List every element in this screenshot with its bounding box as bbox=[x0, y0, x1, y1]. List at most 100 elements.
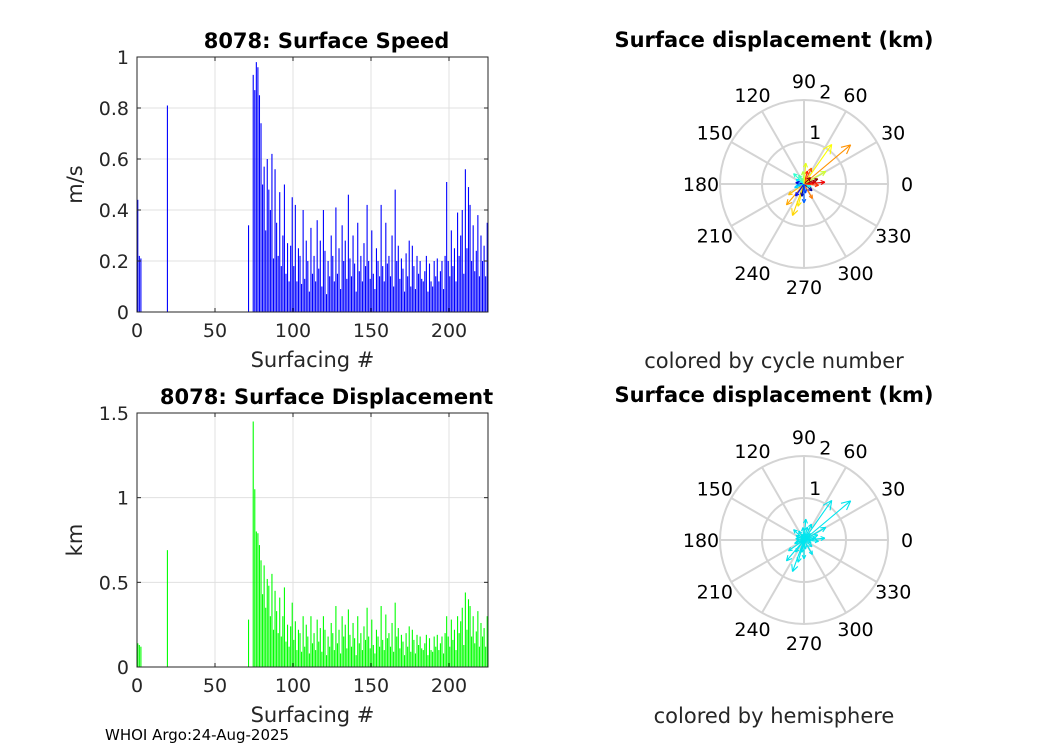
arrow-head bbox=[798, 174, 803, 178]
displacement-arrow bbox=[794, 539, 805, 545]
arrow-shaft bbox=[803, 539, 819, 542]
angle-label: 270 bbox=[786, 633, 822, 655]
arrow-head bbox=[829, 144, 833, 155]
displacement-arrow bbox=[803, 536, 826, 542]
y-tick-label: 0.5 bbox=[99, 572, 129, 594]
arrow-shaft bbox=[803, 183, 813, 199]
arrow-shaft bbox=[795, 539, 805, 553]
x-tick-label: 150 bbox=[353, 675, 389, 697]
arrow-head bbox=[805, 162, 808, 168]
x-tick-label: 100 bbox=[275, 320, 311, 342]
displacement-arrow bbox=[795, 183, 805, 197]
arrow-head bbox=[820, 180, 826, 183]
arrow-shaft bbox=[803, 500, 833, 541]
arrow-head bbox=[802, 162, 807, 168]
axes-box bbox=[136, 56, 489, 313]
angle-label: 150 bbox=[697, 123, 733, 145]
y-tick-label: 0.2 bbox=[99, 251, 129, 273]
range-label: 2 bbox=[819, 437, 831, 459]
displacement-arrow bbox=[801, 540, 807, 560]
arrow-head bbox=[797, 558, 802, 563]
displacement-arrow bbox=[803, 538, 819, 544]
angle-spoke bbox=[761, 183, 805, 258]
y-tick-label: 1 bbox=[117, 488, 129, 510]
y-tick-label: 0.4 bbox=[99, 200, 129, 222]
arrow-shaft bbox=[803, 523, 812, 541]
x-tick-label: 0 bbox=[131, 320, 143, 342]
angle-spoke bbox=[761, 466, 805, 541]
y-tick-label: 0.8 bbox=[99, 98, 129, 120]
arrow-head bbox=[822, 171, 827, 177]
range-label: 1 bbox=[809, 122, 821, 144]
angle-label: 300 bbox=[837, 619, 873, 641]
angle-label: 120 bbox=[734, 85, 770, 107]
angle-label: 180 bbox=[683, 530, 719, 552]
angle-spoke bbox=[730, 539, 805, 583]
arrow-head bbox=[785, 554, 789, 562]
arrow-head bbox=[822, 527, 827, 533]
arrow-head bbox=[822, 143, 832, 150]
arrow-head bbox=[795, 192, 797, 197]
arrow-shaft bbox=[788, 183, 805, 196]
arrow-head bbox=[820, 537, 826, 542]
y-tick-label: 0 bbox=[117, 302, 129, 324]
arrow-head bbox=[808, 545, 813, 548]
arrow-shaft bbox=[803, 537, 825, 541]
arrow-shaft bbox=[803, 144, 833, 185]
angle-label: 270 bbox=[786, 277, 822, 299]
chart-caption: colored by hemisphere bbox=[654, 704, 895, 728]
arrow-head bbox=[829, 500, 833, 511]
angle-spoke bbox=[761, 539, 805, 614]
arrow-shaft bbox=[794, 183, 805, 188]
angle-spoke bbox=[803, 539, 878, 583]
displacement-arrow bbox=[788, 183, 805, 196]
arrow-head bbox=[814, 184, 819, 188]
displacement-arrow bbox=[803, 499, 833, 541]
displacement-arrow bbox=[803, 143, 833, 185]
arrow-head bbox=[785, 198, 789, 206]
arrow-head bbox=[802, 518, 807, 524]
y-axis-label: m/s bbox=[63, 165, 87, 203]
displacement-arrow bbox=[803, 539, 813, 556]
arrow-head bbox=[792, 566, 799, 572]
angle-label: 210 bbox=[697, 226, 733, 248]
displacement-arrow bbox=[803, 170, 827, 185]
chart-title: Surface displacement (km) bbox=[614, 383, 933, 407]
arrow-shaft bbox=[803, 519, 807, 541]
angle-label: 90 bbox=[792, 427, 816, 449]
chart-caption: colored by cycle number bbox=[644, 349, 904, 373]
arrow-shaft bbox=[788, 539, 805, 552]
arrow-head bbox=[801, 554, 805, 560]
range-label: 2 bbox=[819, 81, 831, 103]
x-tick-label: 50 bbox=[203, 675, 227, 697]
displacement-arrow bbox=[803, 176, 812, 185]
arrow-head bbox=[795, 536, 800, 540]
arrow-shaft bbox=[803, 181, 825, 185]
displacement-arrow bbox=[803, 144, 852, 185]
arrow-head bbox=[805, 518, 808, 524]
x-tick-label: 200 bbox=[431, 675, 467, 697]
arrow-head bbox=[786, 201, 793, 206]
arrow-head bbox=[791, 208, 794, 216]
arrow-head bbox=[794, 540, 798, 544]
arrow-head bbox=[793, 173, 798, 176]
angle-label: 120 bbox=[734, 441, 770, 463]
arrow-head bbox=[820, 181, 826, 186]
arrow-head bbox=[801, 198, 805, 204]
displacement-arrow bbox=[803, 523, 813, 541]
arrow-shaft bbox=[803, 533, 811, 541]
arrow-head bbox=[840, 144, 851, 148]
displacement-arrow bbox=[801, 184, 807, 204]
range-label: 1 bbox=[809, 478, 821, 500]
angle-spoke bbox=[761, 110, 805, 185]
displacement-arrow bbox=[803, 182, 819, 188]
arrow-head bbox=[814, 540, 819, 544]
angle-label: 30 bbox=[881, 123, 905, 145]
arrow-shaft bbox=[803, 170, 827, 185]
arrow-head bbox=[808, 533, 812, 538]
arrow-head bbox=[846, 500, 852, 511]
arrow-head bbox=[792, 210, 799, 216]
displacement-arrow bbox=[803, 183, 813, 200]
